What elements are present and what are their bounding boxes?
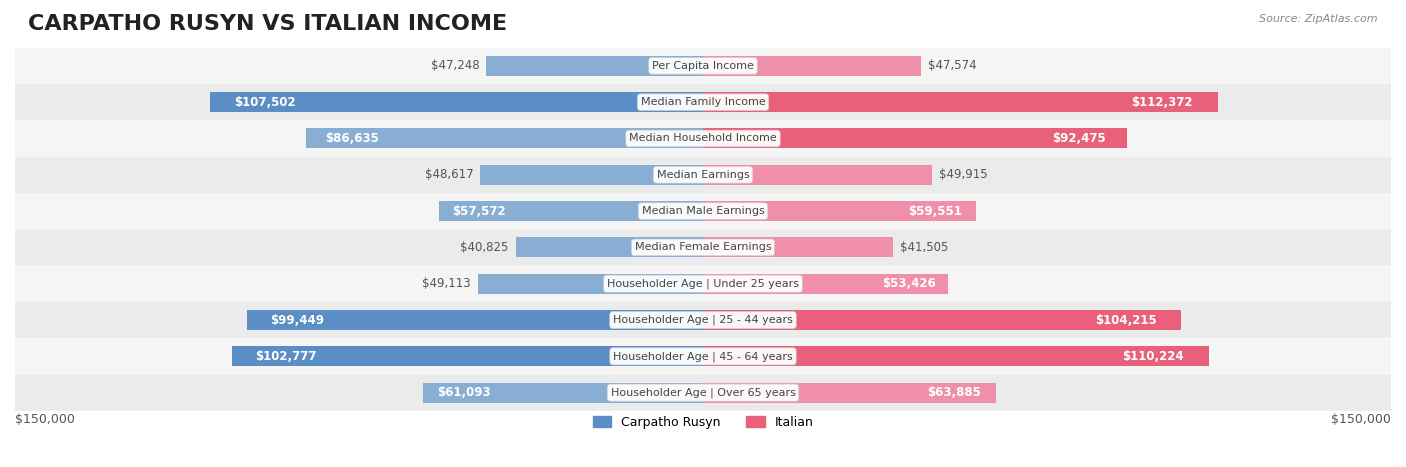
Text: Householder Age | Over 65 years: Householder Age | Over 65 years: [610, 388, 796, 398]
Bar: [486, 56, 703, 76]
Bar: [439, 201, 703, 221]
Legend: Carpatho Rusyn, Italian: Carpatho Rusyn, Italian: [588, 410, 818, 433]
Text: $110,224: $110,224: [1122, 350, 1184, 363]
Text: $48,617: $48,617: [425, 168, 474, 181]
Text: Householder Age | 45 - 64 years: Householder Age | 45 - 64 years: [613, 351, 793, 361]
Text: $104,215: $104,215: [1095, 313, 1157, 326]
Bar: [703, 56, 921, 76]
Bar: [703, 128, 1128, 149]
FancyBboxPatch shape: [15, 48, 1391, 84]
Text: Median Female Earnings: Median Female Earnings: [634, 242, 772, 252]
Bar: [247, 310, 703, 330]
Bar: [703, 274, 948, 294]
Text: CARPATHO RUSYN VS ITALIAN INCOME: CARPATHO RUSYN VS ITALIAN INCOME: [28, 14, 508, 34]
Bar: [703, 92, 1219, 112]
Bar: [423, 382, 703, 403]
Bar: [305, 128, 703, 149]
FancyBboxPatch shape: [15, 302, 1391, 338]
Bar: [703, 347, 1209, 366]
Bar: [703, 201, 976, 221]
Bar: [703, 310, 1181, 330]
Bar: [703, 165, 932, 185]
Text: Householder Age | Under 25 years: Householder Age | Under 25 years: [607, 278, 799, 289]
FancyBboxPatch shape: [15, 375, 1391, 411]
Text: Median Earnings: Median Earnings: [657, 170, 749, 180]
FancyBboxPatch shape: [15, 120, 1391, 156]
Bar: [479, 165, 703, 185]
Text: $53,426: $53,426: [882, 277, 936, 290]
Text: $150,000: $150,000: [15, 413, 75, 425]
Text: $47,574: $47,574: [928, 59, 977, 72]
FancyBboxPatch shape: [15, 193, 1391, 229]
Text: $41,505: $41,505: [900, 241, 949, 254]
Bar: [703, 237, 893, 257]
FancyBboxPatch shape: [15, 266, 1391, 302]
FancyBboxPatch shape: [15, 84, 1391, 120]
Text: $107,502: $107,502: [235, 96, 297, 109]
Bar: [209, 92, 703, 112]
FancyBboxPatch shape: [15, 156, 1391, 193]
Text: $92,475: $92,475: [1052, 132, 1107, 145]
Text: Householder Age | 25 - 44 years: Householder Age | 25 - 44 years: [613, 315, 793, 325]
Text: $47,248: $47,248: [430, 59, 479, 72]
Bar: [478, 274, 703, 294]
FancyBboxPatch shape: [15, 229, 1391, 266]
Text: $86,635: $86,635: [326, 132, 380, 145]
FancyBboxPatch shape: [15, 338, 1391, 375]
Bar: [232, 347, 703, 366]
Bar: [703, 382, 995, 403]
Text: $49,113: $49,113: [422, 277, 471, 290]
Text: Source: ZipAtlas.com: Source: ZipAtlas.com: [1260, 14, 1378, 24]
Text: $40,825: $40,825: [461, 241, 509, 254]
Bar: [516, 237, 703, 257]
Text: Per Capita Income: Per Capita Income: [652, 61, 754, 71]
Text: $59,551: $59,551: [908, 205, 963, 218]
Text: $49,915: $49,915: [939, 168, 987, 181]
Text: $102,777: $102,777: [254, 350, 316, 363]
Text: $112,372: $112,372: [1132, 96, 1192, 109]
Text: $63,885: $63,885: [928, 386, 981, 399]
Text: $57,572: $57,572: [453, 205, 506, 218]
Text: $150,000: $150,000: [1331, 413, 1391, 425]
Text: Median Family Income: Median Family Income: [641, 97, 765, 107]
Text: Median Male Earnings: Median Male Earnings: [641, 206, 765, 216]
Text: $99,449: $99,449: [270, 313, 323, 326]
Text: Median Household Income: Median Household Income: [628, 134, 778, 143]
Text: $61,093: $61,093: [437, 386, 491, 399]
